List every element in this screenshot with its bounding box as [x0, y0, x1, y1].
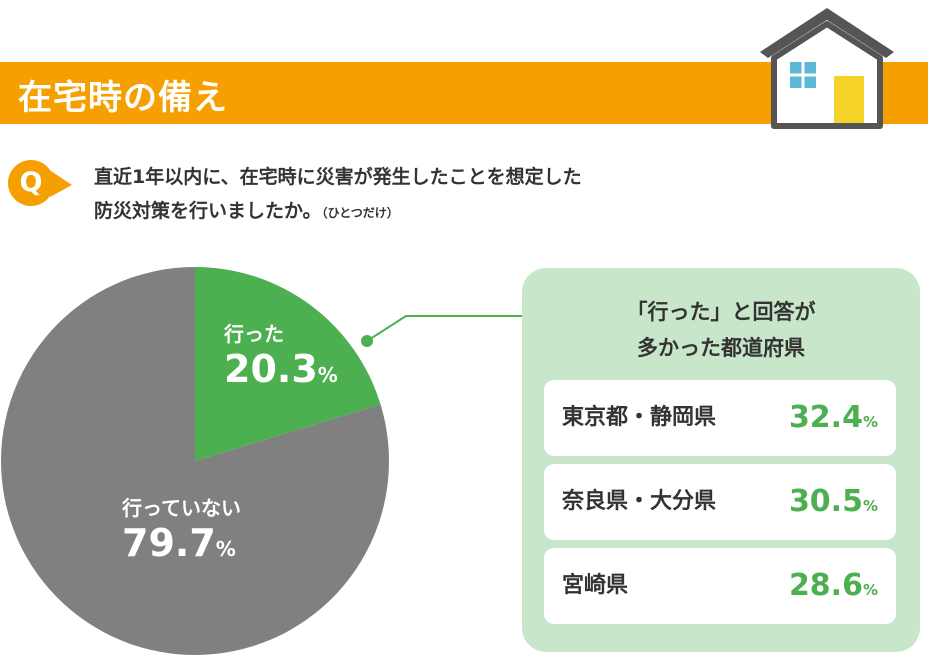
prefecture-value: 30.5%: [789, 464, 878, 544]
prefecture-name: 宮崎県: [562, 573, 629, 598]
question-badge-label: Q: [19, 167, 43, 198]
pie-chart: [0, 267, 389, 655]
prefecture-name: 奈良県・大分県: [562, 489, 717, 514]
pie-label-no-category: 行っていない: [122, 496, 241, 520]
prefecture-value-unit: %: [862, 581, 878, 599]
prefecture-value: 28.6%: [789, 548, 878, 628]
question-note: （ひとつだけ）: [321, 206, 399, 220]
prefecture-value-number: 32.4: [788, 400, 863, 435]
prefecture-value-number: 28.6: [788, 568, 863, 603]
house-icon: [760, 8, 894, 129]
prefecture-panel: 「行った」と回答が 多かった都道府県 東京都・静岡県 32.4% 奈良県・大分県…: [522, 268, 920, 652]
question-text: 直近1年以内に、在宅時に災害が発生したことを想定した 防災対策を行いましたか。（…: [94, 160, 582, 230]
panel-heading-line-1: 「行った」と回答が: [626, 300, 816, 324]
prefecture-name: 東京都・静岡県: [562, 405, 717, 430]
prefecture-row: 奈良県・大分県 30.5%: [544, 464, 896, 540]
prefecture-row: 宮崎県 28.6%: [544, 548, 896, 624]
pie-label-yes-category: 行った: [224, 322, 284, 346]
prefecture-row: 東京都・静岡県 32.4%: [544, 380, 896, 456]
pie-label-no: 行っていない 79.7%: [122, 492, 241, 565]
pie-label-yes: 行った 20.3%: [224, 318, 338, 391]
pie-slice-no: [0, 267, 389, 655]
pie-label-yes-unit: %: [317, 363, 338, 387]
page-title: 在宅時の備え: [18, 78, 228, 118]
prefecture-value-number: 30.5: [788, 484, 863, 519]
panel-heading: 「行った」と回答が 多かった都道府県: [522, 294, 920, 366]
pie-slice-yes: [195, 267, 381, 461]
prefecture-value: 32.4%: [789, 380, 878, 460]
question-badge-icon: [8, 160, 72, 206]
pie-label-no-unit: %: [215, 537, 236, 561]
question-line-1: 直近1年以内に、在宅時に災害が発生したことを想定した: [94, 166, 582, 188]
prefecture-value-unit: %: [862, 497, 878, 515]
prefecture-value-unit: %: [862, 413, 878, 431]
question-line-2: 防災対策を行いましたか。: [94, 200, 322, 222]
pie-label-yes-value: 20.3: [224, 347, 318, 391]
pie-label-no-value: 79.7: [122, 521, 216, 565]
panel-heading-line-2: 多かった都道府県: [637, 336, 805, 360]
